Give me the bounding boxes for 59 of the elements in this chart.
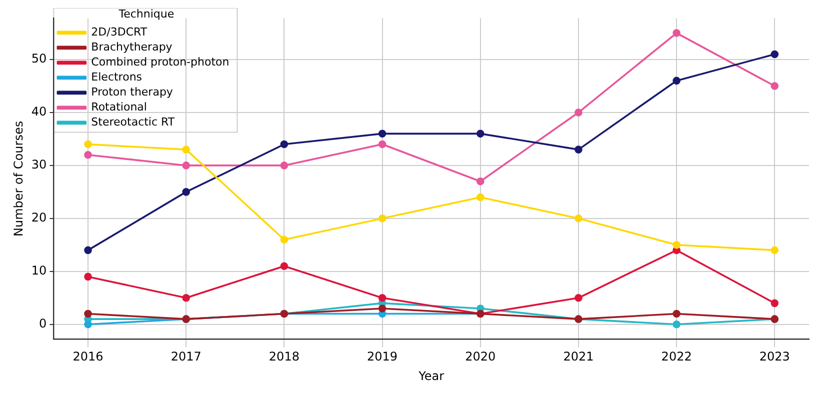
y-tick-label: 50 — [31, 52, 47, 66]
point — [672, 76, 680, 85]
point — [280, 236, 288, 244]
point — [378, 304, 386, 312]
point — [574, 294, 582, 302]
x-tick-label: 2019 — [367, 350, 398, 364]
point — [770, 82, 779, 90]
point — [84, 150, 92, 159]
x-tick-label: 2022 — [661, 350, 692, 364]
legend-label: Rotational — [91, 100, 147, 114]
y-tick-label: 10 — [31, 264, 47, 278]
x-tick-label: 2017 — [170, 350, 202, 364]
point — [84, 310, 92, 318]
x-tick-label: 2021 — [563, 350, 594, 364]
point — [280, 140, 288, 148]
point — [770, 50, 779, 58]
point — [84, 140, 92, 148]
legend-label: Stereotactic RT — [91, 116, 175, 129]
y-axis-title: Number of Courses — [11, 120, 26, 236]
point — [378, 140, 386, 148]
x-tick-label: 2018 — [268, 350, 300, 364]
point — [378, 130, 386, 138]
point — [476, 130, 484, 138]
legend-label: Combined proton-photon — [91, 56, 230, 69]
y-tick-label: 30 — [31, 158, 47, 172]
point — [574, 214, 582, 222]
legend-title: Technique — [118, 7, 174, 20]
point — [672, 310, 680, 318]
point — [574, 108, 582, 116]
point — [476, 177, 484, 186]
point — [182, 294, 190, 302]
legend-label: Electrons — [91, 70, 142, 84]
point — [182, 162, 190, 170]
point — [476, 193, 484, 202]
point — [770, 246, 779, 254]
point — [84, 246, 92, 254]
point — [672, 241, 680, 249]
x-axis-title: Year — [418, 368, 444, 383]
legend-label: Proton therapy — [91, 86, 174, 99]
point — [182, 188, 190, 196]
x-tick-label: 2023 — [759, 350, 790, 364]
point — [672, 29, 680, 37]
legend-label: Brachytherapy — [91, 40, 173, 54]
point — [574, 146, 582, 154]
point — [770, 299, 779, 308]
point — [378, 294, 386, 302]
legend-label: 2D/3DCRT — [91, 26, 148, 39]
point — [84, 320, 92, 328]
point — [280, 162, 288, 170]
point — [84, 272, 92, 281]
x-tick-label: 2020 — [465, 350, 496, 364]
y-tick-label: 0 — [39, 316, 47, 330]
y-tick-label: 40 — [31, 104, 47, 119]
x-tick-label: 2016 — [72, 350, 104, 364]
point — [378, 214, 386, 222]
point — [280, 262, 288, 270]
y-tick-label: 20 — [31, 210, 47, 225]
point — [672, 320, 680, 328]
point — [182, 146, 190, 154]
